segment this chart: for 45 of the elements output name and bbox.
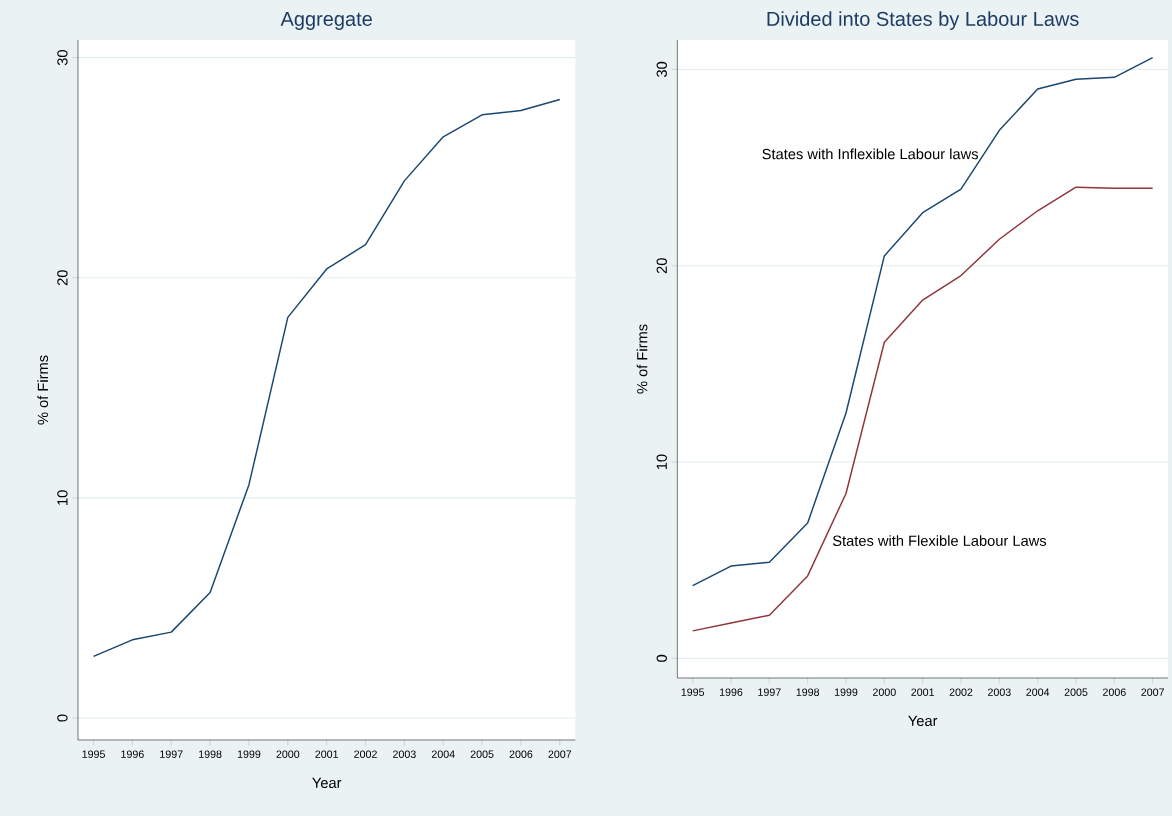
- y-tick-label: 10: [57, 490, 68, 505]
- x-tick-label: 1997: [758, 688, 781, 696]
- x-tick-label: 2000: [276, 750, 300, 758]
- x-tick-label: 1996: [719, 688, 743, 696]
- series-label: States with Flexible Labour Laws: [832, 535, 1047, 546]
- y-axis-title: % of Firms: [37, 355, 49, 425]
- x-axis-title: Year: [908, 715, 938, 726]
- x-tick-label: 1998: [796, 688, 820, 696]
- x-tick-label: 1995: [681, 688, 705, 696]
- y-tick-label: 30: [656, 61, 667, 78]
- chart-title: Aggregate: [280, 12, 372, 30]
- x-tick-label: 2006: [1103, 688, 1126, 696]
- x-tick-label: 2005: [1064, 688, 1088, 696]
- line-series: [92, 98, 561, 658]
- y-tick-label: 0: [656, 654, 667, 662]
- chart-title: Divided into States by Labour Laws: [767, 11, 1079, 30]
- y-tick-label: 10: [656, 454, 667, 470]
- x-tick-label: 2003: [393, 750, 416, 758]
- y-axis-title: % of Firms: [636, 324, 648, 394]
- x-tick-label: 1999: [834, 688, 858, 696]
- x-tick-label: 1997: [160, 750, 183, 758]
- x-tick-label: 2002: [949, 688, 973, 696]
- x-tick-label: 1998: [199, 750, 222, 758]
- x-tick-label: 1995: [82, 750, 105, 758]
- series-label: States with Inflexible Labour laws: [762, 148, 978, 160]
- x-tick-label: 2004: [1026, 688, 1050, 696]
- x-tick-label: 2007: [1141, 688, 1164, 696]
- x-tick-label: 2002: [354, 750, 377, 758]
- y-tick-label: 20: [656, 258, 667, 274]
- x-tick-label: 2001: [911, 688, 935, 696]
- x-tick-label: 2007: [548, 750, 572, 758]
- x-tick-label: 2005: [470, 750, 494, 758]
- x-tick-label: 2000: [873, 688, 896, 696]
- line-series: [691, 186, 1154, 632]
- x-tick-label: 1999: [237, 750, 261, 758]
- x-tick-label: 2004: [431, 750, 455, 758]
- x-tick-label: 1996: [121, 750, 144, 758]
- y-tick-label: 20: [57, 270, 68, 286]
- x-tick-label: 2003: [988, 688, 1011, 696]
- y-tick-label: 0: [57, 714, 68, 722]
- x-tick-label: 2006: [509, 750, 533, 758]
- line-series: [691, 56, 1154, 587]
- x-axis-title: Year: [312, 777, 342, 788]
- y-tick-label: 30: [57, 50, 68, 66]
- x-tick-label: 2001: [315, 750, 339, 758]
